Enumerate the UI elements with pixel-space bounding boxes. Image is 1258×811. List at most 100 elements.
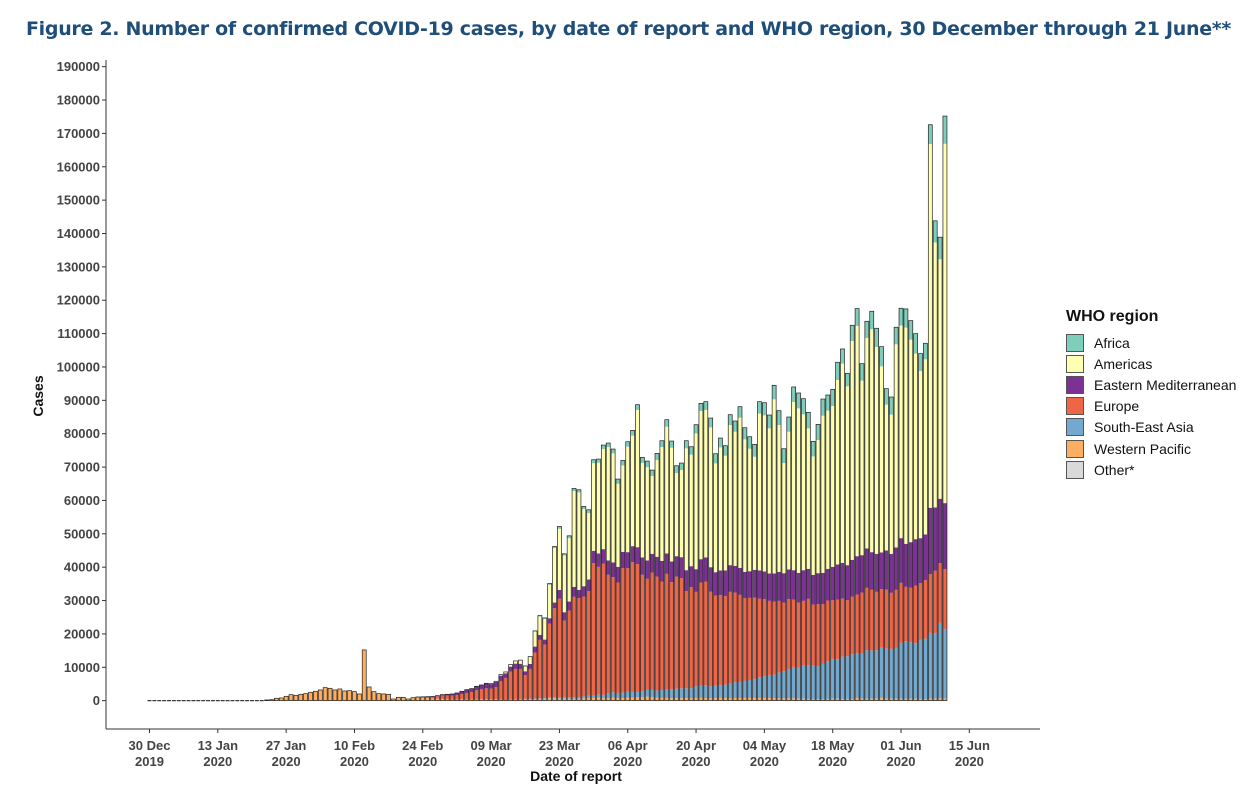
bar-outline	[898, 307, 904, 701]
bar-segment-western-pacific	[781, 698, 786, 701]
bar-outline	[757, 401, 762, 701]
bar-segment-south-east-asia	[757, 677, 762, 698]
x-tick-label: 20 Apr	[676, 738, 716, 753]
y-tick-label: 100000	[57, 359, 100, 374]
bar-segment-americas	[903, 327, 908, 544]
bar-segment-africa	[679, 463, 684, 471]
bar-segment-south-east-asia	[620, 692, 625, 698]
bar-segment-americas	[528, 656, 533, 664]
bar-segment-eastern-mediterranean	[645, 560, 650, 579]
bar-segment-europe	[650, 572, 655, 690]
bar-outline	[640, 457, 645, 701]
bar-segment-europe	[664, 573, 669, 690]
bar-segment-europe	[611, 577, 616, 693]
bar-segment-south-east-asia	[640, 690, 645, 698]
x-tick-year: 2020	[750, 754, 779, 769]
bar-segment-eastern-mediterranean	[879, 552, 884, 590]
bar-outline	[737, 406, 743, 701]
bar-segment-africa	[586, 509, 591, 514]
bar-segment-africa	[625, 441, 630, 447]
bar-segment-western-pacific	[615, 697, 620, 701]
bar-segment-south-east-asia	[552, 697, 557, 699]
bar-segment-americas	[899, 325, 904, 539]
bar-outline	[547, 583, 553, 701]
bar-segment-americas	[820, 415, 825, 573]
bar-segment-western-pacific	[332, 689, 337, 701]
bar-outline	[825, 394, 831, 701]
bar-segment-americas	[718, 447, 723, 571]
bar-segment-americas	[591, 463, 596, 551]
bar-outline	[498, 674, 504, 701]
bar-segment-americas	[767, 428, 772, 574]
chart-plot: 0 10000 20000 30000 40000 50000 60000 70000 8000…	[30, 59, 1040, 784]
bar-segment-africa	[723, 445, 728, 456]
x-tick-year: 2020	[818, 754, 847, 769]
bar-segment-eastern-mediterranean	[796, 572, 801, 603]
bar-segment-europe	[855, 594, 860, 654]
bar-segment-africa	[615, 479, 620, 484]
bar-segment-africa	[801, 398, 806, 415]
bar-segment-europe	[796, 602, 801, 668]
bar-outline	[371, 691, 377, 701]
bar-segment-western-pacific	[542, 698, 547, 701]
bar-segment-africa	[855, 308, 860, 326]
bar-outline	[679, 462, 684, 701]
bar-segment-europe	[635, 564, 640, 692]
y-tick-label: 120000	[57, 293, 100, 308]
bar-segment-europe	[894, 589, 899, 648]
bar-segment-eastern-mediterranean	[591, 550, 596, 564]
bar-segment-europe	[737, 594, 742, 682]
bar-outline	[391, 698, 396, 701]
x-tick-label: 27 Jan	[266, 738, 307, 753]
bar-segment-africa	[825, 395, 830, 411]
bar-outline	[439, 694, 445, 701]
bar-segment-western-pacific	[674, 698, 679, 701]
bar-segment-south-east-asia	[762, 676, 767, 698]
bar-segment-eastern-mediterranean	[889, 553, 894, 593]
y-axis-title: Cases	[30, 375, 46, 416]
bar-segment-south-east-asia	[869, 650, 874, 699]
bar-segment-western-pacific	[694, 697, 699, 701]
bar-segment-europe	[781, 602, 786, 672]
bar-segment-eastern-mediterranean	[703, 557, 708, 582]
bar-outline	[298, 693, 304, 701]
bar-segment-americas	[498, 674, 503, 676]
bar-outline	[791, 386, 797, 701]
bar-segment-americas	[552, 548, 557, 603]
bar-segment-europe	[816, 604, 821, 667]
bar-segment-africa	[747, 436, 752, 449]
bar-segment-western-pacific	[938, 698, 943, 701]
bar-segment-africa	[835, 362, 840, 380]
bar-segment-africa	[933, 220, 938, 243]
legend-label-south-east-asia: South-East Asia	[1094, 419, 1194, 436]
bar-segment-europe	[942, 569, 947, 630]
bar-outline	[840, 348, 845, 701]
bar-segment-americas	[723, 455, 728, 571]
bar-segment-eastern-mediterranean	[445, 694, 450, 696]
bar-segment-americas	[630, 435, 635, 547]
bar-segment-eastern-mediterranean	[586, 579, 591, 592]
bar-segment-western-pacific	[625, 697, 630, 701]
bar-segment-americas	[542, 618, 547, 640]
bar-segment-europe	[537, 639, 542, 699]
bar-segment-eastern-mediterranean	[894, 547, 899, 590]
bar-segment-africa	[894, 327, 899, 345]
legend-label-other: Other*	[1094, 461, 1135, 478]
bar-segment-europe	[747, 597, 752, 680]
bar-segment-western-pacific	[645, 696, 650, 701]
bar-segment-africa	[557, 526, 562, 529]
bar-segment-europe	[820, 604, 825, 664]
bar-segment-americas	[572, 491, 577, 587]
bar-outline	[713, 453, 718, 701]
y-tick-label: 170000	[57, 126, 100, 141]
bar-segment-eastern-mediterranean	[601, 549, 606, 564]
bar-segment-europe	[498, 681, 503, 700]
bar-outline	[718, 437, 723, 701]
bar-outline	[766, 414, 772, 701]
bar-layer	[147, 115, 948, 702]
bar-segment-americas	[791, 402, 796, 571]
bar-outline	[674, 465, 679, 701]
x-tick-label: 04 May	[743, 738, 787, 753]
bar-outline	[410, 697, 416, 701]
bar-segment-western-pacific	[376, 693, 381, 701]
